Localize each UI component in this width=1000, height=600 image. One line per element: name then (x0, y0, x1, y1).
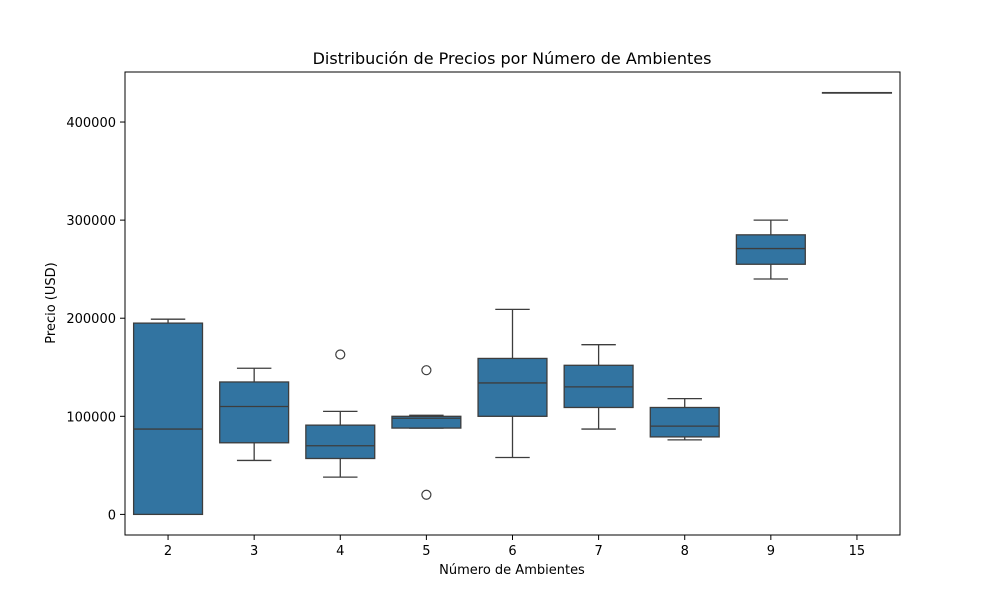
x-tick-label: 6 (508, 544, 516, 559)
box (735, 234, 806, 265)
x-tick-label: 15 (849, 544, 866, 559)
box (132, 322, 204, 516)
y-tick-label: 400000 (66, 116, 116, 131)
box-group-6 (477, 308, 548, 459)
x-tick-label: 2 (164, 544, 172, 559)
outlier-point (335, 349, 346, 360)
x-tick-label: 7 (594, 544, 602, 559)
plot-area (124, 71, 901, 536)
box (219, 381, 290, 444)
y-tick-label: 200000 (66, 312, 116, 327)
box-group-4 (305, 349, 376, 478)
box-group-5 (391, 365, 462, 500)
box-group-8 (649, 398, 720, 441)
box (477, 357, 548, 417)
box-group-15 (821, 91, 893, 94)
y-tick-label: 0 (108, 508, 116, 523)
x-tick-label: 5 (422, 544, 430, 559)
y-tick-label: 300000 (66, 214, 116, 229)
box-group-9 (735, 219, 806, 280)
x-axis: 2 3 4 5 6 7 8 9 15 (164, 535, 865, 559)
box (305, 424, 376, 460)
chart-title: Distribución de Precios por Número de Am… (313, 49, 712, 68)
outlier-point (421, 365, 432, 376)
box (649, 406, 720, 438)
x-tick-label: 9 (767, 544, 775, 559)
x-tick-label: 3 (250, 544, 258, 559)
box-group-7 (563, 344, 634, 430)
plot-frame (124, 71, 901, 536)
outlier-point (421, 489, 432, 500)
y-axis: 0 100000 200000 300000 400000 (66, 116, 125, 523)
box (391, 415, 462, 429)
x-axis-label: Número de Ambientes (439, 563, 585, 578)
y-tick-label: 100000 (66, 410, 116, 425)
box-group-2 (132, 318, 204, 516)
x-tick-label: 4 (336, 544, 344, 559)
box-group-3 (219, 367, 290, 462)
y-axis-label: Precio (USD) (44, 262, 59, 343)
x-tick-label: 8 (681, 544, 689, 559)
